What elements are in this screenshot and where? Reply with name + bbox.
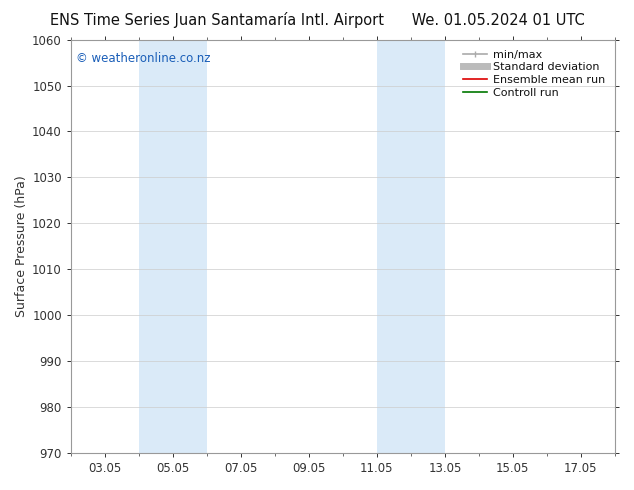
Bar xyxy=(173,40,207,453)
Y-axis label: Surface Pressure (hPa): Surface Pressure (hPa) xyxy=(15,175,28,317)
Bar xyxy=(411,40,445,453)
Text: © weatheronline.co.nz: © weatheronline.co.nz xyxy=(76,52,211,65)
Bar xyxy=(139,40,173,453)
Bar xyxy=(377,40,411,453)
Legend: min/max, Standard deviation, Ensemble mean run, Controll run: min/max, Standard deviation, Ensemble me… xyxy=(458,45,609,102)
Text: ENS Time Series Juan Santamaría Intl. Airport      We. 01.05.2024 01 UTC: ENS Time Series Juan Santamaría Intl. Ai… xyxy=(49,12,585,28)
